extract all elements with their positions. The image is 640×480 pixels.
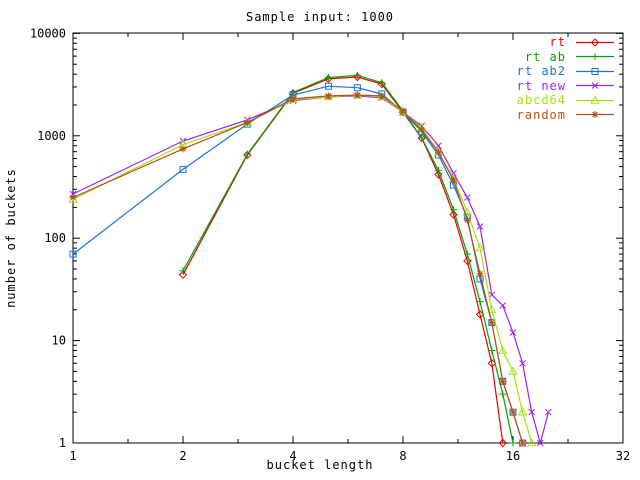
series-line-random bbox=[72, 94, 524, 444]
y-tick-label: 10000 bbox=[30, 26, 66, 40]
legend-sample-line-rt bbox=[576, 38, 614, 47]
legend-label-rt-new: rt new bbox=[516, 78, 566, 93]
chart-title: Sample input: 1000 bbox=[245, 10, 395, 24]
x-tick-label: 4 bbox=[289, 449, 296, 463]
legend-label-rt: rt bbox=[549, 35, 566, 50]
x-axis-label: bucket length bbox=[266, 458, 374, 472]
legend-sample-line-rt-new bbox=[576, 82, 614, 90]
legend-item-rt-new: rt new bbox=[517, 80, 616, 93]
y-axis-label: number of buckets bbox=[4, 168, 18, 308]
y-tick-label: 1 bbox=[59, 436, 66, 450]
y-tick-label: 100 bbox=[44, 231, 66, 245]
legend-item-rt-ab: rt ab bbox=[525, 51, 616, 64]
y-tick-label: 10 bbox=[52, 334, 66, 348]
legend-sample-line-abcd64 bbox=[576, 95, 614, 104]
legend-sample-line-rt-ab2 bbox=[576, 67, 614, 75]
legend-label-random: random bbox=[516, 107, 566, 122]
series-line-abcd64 bbox=[72, 94, 533, 444]
legend-item-abcd64: abcd64 bbox=[517, 94, 616, 107]
series-line-rt-new bbox=[72, 95, 549, 446]
legend-sample-line-rt-ab bbox=[576, 53, 614, 61]
series-line-rt-ab bbox=[182, 74, 514, 444]
legend-item-random: random bbox=[517, 109, 616, 122]
legend-item-rt: rt bbox=[550, 36, 616, 49]
legend-item-rt-ab2: rt ab2 bbox=[517, 65, 616, 78]
legend-label-rt-ab2: rt ab2 bbox=[516, 64, 566, 79]
x-tick-label: 32 bbox=[616, 449, 630, 463]
legend-label-abcd64: abcd64 bbox=[516, 93, 566, 108]
legend-sample-line-random bbox=[576, 111, 614, 119]
y-tick-label: 1000 bbox=[37, 129, 66, 143]
x-tick-label: 8 bbox=[399, 449, 406, 463]
x-tick-label: 1 bbox=[69, 449, 76, 463]
legend: rt rt ab rt ab2 rt new abcd64 random bbox=[517, 36, 616, 121]
series-line-rt-ab2 bbox=[72, 85, 524, 444]
series-line-rt bbox=[182, 76, 504, 444]
x-tick-label: 2 bbox=[179, 449, 186, 463]
legend-label-rt-ab: rt ab bbox=[524, 49, 566, 64]
x-tick-label: 16 bbox=[506, 449, 520, 463]
